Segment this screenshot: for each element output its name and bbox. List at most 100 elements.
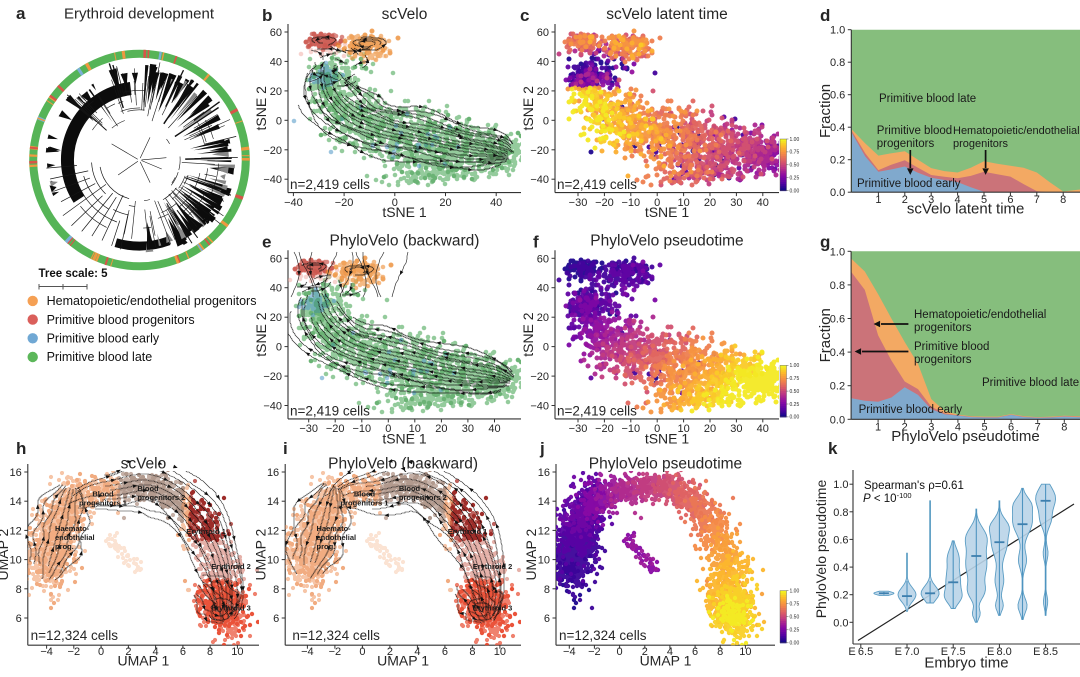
svg-text:0: 0 xyxy=(98,646,104,658)
svg-text:Hematopoietic/endothelial: Hematopoietic/endothelial xyxy=(953,125,1080,137)
svg-text:6: 6 xyxy=(273,613,279,625)
svg-text:n=2,419 cells: n=2,419 cells xyxy=(290,403,370,418)
svg-text:0.25: 0.25 xyxy=(790,402,800,408)
svg-text:0.2: 0.2 xyxy=(830,381,845,393)
svg-text:40: 40 xyxy=(537,283,549,295)
svg-text:14: 14 xyxy=(267,496,279,508)
svg-text:10: 10 xyxy=(494,646,506,658)
svg-text:0.0: 0.0 xyxy=(833,617,848,629)
svg-text:c: c xyxy=(520,6,529,25)
svg-text:g: g xyxy=(820,232,830,251)
svg-text:Primitive blood early: Primitive blood early xyxy=(857,178,961,190)
svg-text:16: 16 xyxy=(10,467,22,479)
svg-text:Blood: Blood xyxy=(354,490,376,499)
svg-text:Erythroid development: Erythroid development xyxy=(64,6,215,23)
svg-text:30: 30 xyxy=(462,423,474,435)
svg-text:a: a xyxy=(16,4,26,23)
svg-text:20: 20 xyxy=(270,312,282,324)
svg-text:−20: −20 xyxy=(335,197,354,209)
svg-text:tSNE 1: tSNE 1 xyxy=(645,430,690,446)
svg-text:Blood: Blood xyxy=(92,490,114,499)
svg-text:k: k xyxy=(828,439,838,458)
svg-text:0.8: 0.8 xyxy=(830,280,845,292)
svg-text:40: 40 xyxy=(488,423,500,435)
svg-text:8: 8 xyxy=(1061,421,1067,433)
svg-text:−20: −20 xyxy=(263,371,282,383)
svg-text:−40: −40 xyxy=(530,401,549,413)
svg-text:UMAP 1: UMAP 1 xyxy=(640,653,692,669)
svg-text:0: 0 xyxy=(617,646,623,658)
svg-text:PhyloVelo pseudotime: PhyloVelo pseudotime xyxy=(813,480,829,619)
svg-text:−4: −4 xyxy=(40,646,53,658)
svg-text:12: 12 xyxy=(538,525,550,537)
svg-text:f: f xyxy=(533,232,539,251)
svg-text:10: 10 xyxy=(538,555,550,567)
svg-text:Haemato-: Haemato- xyxy=(317,524,352,533)
svg-text:40: 40 xyxy=(757,423,769,435)
svg-text:6: 6 xyxy=(692,646,698,658)
svg-text:progenitors: progenitors xyxy=(953,138,1009,150)
svg-text:6: 6 xyxy=(544,613,550,625)
svg-text:0.4: 0.4 xyxy=(833,562,848,574)
svg-text:40: 40 xyxy=(270,56,282,68)
svg-text:12: 12 xyxy=(267,525,279,537)
svg-text:0.6: 0.6 xyxy=(833,534,848,546)
svg-text:20: 20 xyxy=(704,197,716,209)
svg-text:−40: −40 xyxy=(530,174,549,186)
svg-text:14: 14 xyxy=(538,496,550,508)
svg-text:0.25: 0.25 xyxy=(790,176,800,182)
svg-text:10: 10 xyxy=(231,646,243,658)
svg-text:tSNE 2: tSNE 2 xyxy=(253,312,269,357)
svg-text:0.50: 0.50 xyxy=(790,389,800,395)
svg-text:−2: −2 xyxy=(329,646,342,658)
svg-text:0.0: 0.0 xyxy=(830,414,845,426)
svg-text:Spearman's ρ=0.61: Spearman's ρ=0.61 xyxy=(864,480,964,492)
svg-text:−4: −4 xyxy=(563,646,576,658)
svg-text:n=2,419 cells: n=2,419 cells xyxy=(557,403,637,418)
svg-text:tSNE 2: tSNE 2 xyxy=(520,312,536,357)
svg-text:E 8.5: E 8.5 xyxy=(1033,646,1058,658)
svg-text:n=12,324 cells: n=12,324 cells xyxy=(31,628,119,643)
svg-text:E 7.0: E 7.0 xyxy=(895,646,920,658)
svg-text:8: 8 xyxy=(273,584,279,596)
svg-text:8: 8 xyxy=(207,646,213,658)
svg-text:prog.: prog. xyxy=(55,542,74,551)
svg-text:−40: −40 xyxy=(263,174,282,186)
svg-text:Blood: Blood xyxy=(399,484,421,493)
svg-text:progenitors: progenitors xyxy=(877,138,935,150)
svg-text:0: 0 xyxy=(543,342,549,354)
svg-text:0.75: 0.75 xyxy=(790,376,800,382)
svg-text:0: 0 xyxy=(276,342,282,354)
svg-text:10: 10 xyxy=(739,646,751,658)
svg-text:40: 40 xyxy=(270,283,282,295)
svg-text:0.2: 0.2 xyxy=(833,590,848,602)
svg-text:0.50: 0.50 xyxy=(790,615,800,621)
svg-text:Fraction: Fraction xyxy=(817,84,834,138)
svg-text:−2: −2 xyxy=(588,646,601,658)
svg-text:16: 16 xyxy=(538,467,550,479)
svg-text:40: 40 xyxy=(757,197,769,209)
svg-text:h: h xyxy=(16,439,26,458)
svg-text:Erythroid 1: Erythroid 1 xyxy=(186,527,226,536)
svg-text:j: j xyxy=(539,439,545,458)
svg-text:−40: −40 xyxy=(284,197,303,209)
svg-text:Primitive blood: Primitive blood xyxy=(877,125,952,137)
svg-text:60: 60 xyxy=(270,253,282,265)
svg-text:UMAP 1: UMAP 1 xyxy=(377,653,429,669)
svg-text:Primitive blood early: Primitive blood early xyxy=(47,332,160,346)
svg-text:progenitors: progenitors xyxy=(914,322,972,334)
svg-text:10: 10 xyxy=(10,555,22,567)
svg-text:−20: −20 xyxy=(326,423,345,435)
svg-text:b: b xyxy=(262,6,272,25)
svg-text:0.00: 0.00 xyxy=(790,641,800,647)
svg-text:progenitors 1: progenitors 1 xyxy=(79,499,127,508)
svg-text:20: 20 xyxy=(537,312,549,324)
svg-text:n=2,419 cells: n=2,419 cells xyxy=(557,177,637,192)
svg-text:8: 8 xyxy=(16,584,22,596)
svg-text:60: 60 xyxy=(537,253,549,265)
svg-text:UMAP 2: UMAP 2 xyxy=(0,528,11,580)
svg-text:8: 8 xyxy=(717,646,723,658)
svg-text:−20: −20 xyxy=(595,197,614,209)
svg-text:tSNE 1: tSNE 1 xyxy=(645,204,690,220)
svg-text:tSNE 2: tSNE 2 xyxy=(253,86,269,131)
